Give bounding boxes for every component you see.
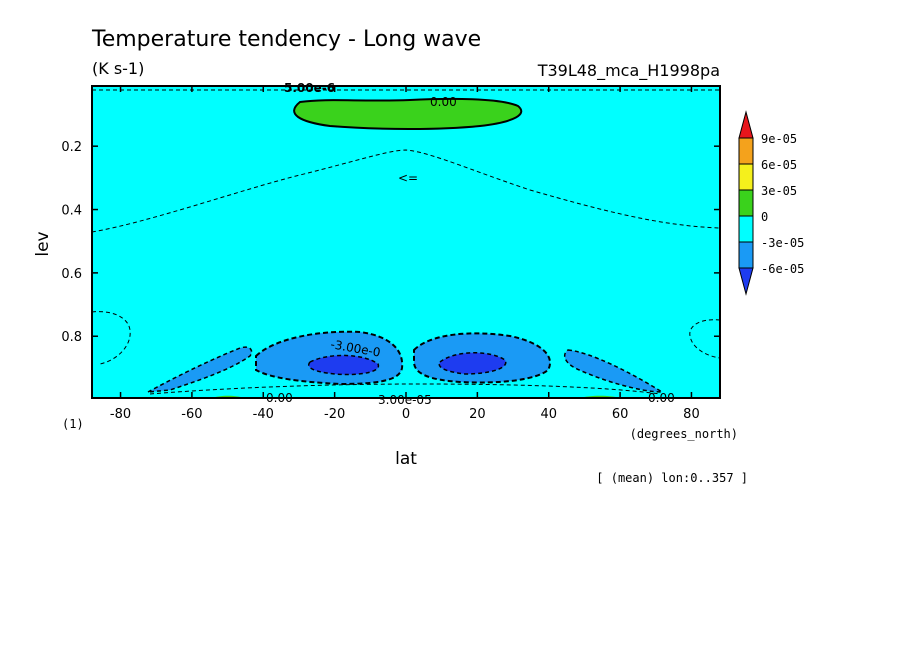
contour-left-edge (91, 311, 131, 365)
x-tick-label: 40 (540, 407, 557, 422)
chart-title: Temperature tendency - Long wave (91, 27, 481, 52)
contour-label: <= (398, 171, 418, 185)
units-label: (K s-1) (92, 59, 144, 78)
y-axis-label: lev (33, 231, 53, 256)
colorbar-min-triangle (738, 267, 754, 296)
background-fill (92, 86, 720, 398)
colorbar: 9e-05 6e-05 3e-05 0 -3e-05 -6e-05 (738, 110, 804, 296)
x-tick-label: 80 (683, 407, 700, 422)
y-tick-label: 0.2 (61, 140, 82, 155)
colorbar-box (738, 241, 754, 269)
x-tick-label: -20 (324, 407, 345, 422)
contour-label: 0.00 (266, 391, 293, 405)
y-tick-label: 0.4 (61, 204, 82, 219)
colorbar-label: -3e-05 (761, 236, 804, 250)
run-label: T39L48_mca_H1998pa (537, 61, 720, 81)
x-units-label: (degrees_north) (630, 427, 738, 441)
colorbar-box (738, 137, 754, 165)
colorbar-label: 3e-05 (761, 184, 797, 198)
colorbar-box (738, 163, 754, 191)
y-axis: 0.2 0.4 0.6 0.8 (61, 140, 720, 345)
contour-label: 0.00 (648, 391, 675, 405)
y-tick-label: 0.6 (61, 267, 82, 282)
colorbar-label: 6e-05 (761, 158, 797, 172)
x-tick-label: -40 (253, 407, 274, 422)
x-tick-label: 0 (402, 407, 410, 422)
panel-label: (1) (62, 417, 84, 431)
x-axis: -80 -60 -40 -20 0 20 40 60 80 (110, 86, 700, 422)
x-tick-label: 60 (612, 407, 629, 422)
region-nh-min (438, 352, 507, 375)
contour-label: 3.00e-05 (378, 393, 432, 407)
region-sh-min (308, 354, 380, 376)
plot-area (91, 85, 721, 399)
colorbar-box (738, 215, 754, 243)
colorbar-label: -6e-05 (761, 262, 804, 276)
colorbar-label: 9e-05 (761, 132, 797, 146)
colorbar-label: 0 (761, 210, 768, 224)
region-upper-positive (293, 97, 523, 130)
x-axis-label: lat (395, 449, 417, 469)
footnote: [ (mean) lon:0..357 ] (596, 471, 748, 485)
y-tick-label: 0.8 (61, 330, 82, 345)
region-nh-outer-right (563, 349, 665, 393)
contour-upper-arc (91, 149, 721, 233)
x-tick-label: -80 (110, 407, 131, 422)
contour-right-edge (689, 319, 721, 359)
contour-near-surface (149, 383, 661, 395)
colorbar-box (738, 189, 754, 217)
region-sh-outer-left (147, 346, 253, 393)
x-tick-label: -60 (181, 407, 202, 422)
contour-label: 0.00 (430, 95, 457, 109)
contour-label: 5.00e-6 (284, 81, 335, 95)
colorbar-max-triangle (738, 110, 754, 139)
x-tick-label: 20 (469, 407, 486, 422)
